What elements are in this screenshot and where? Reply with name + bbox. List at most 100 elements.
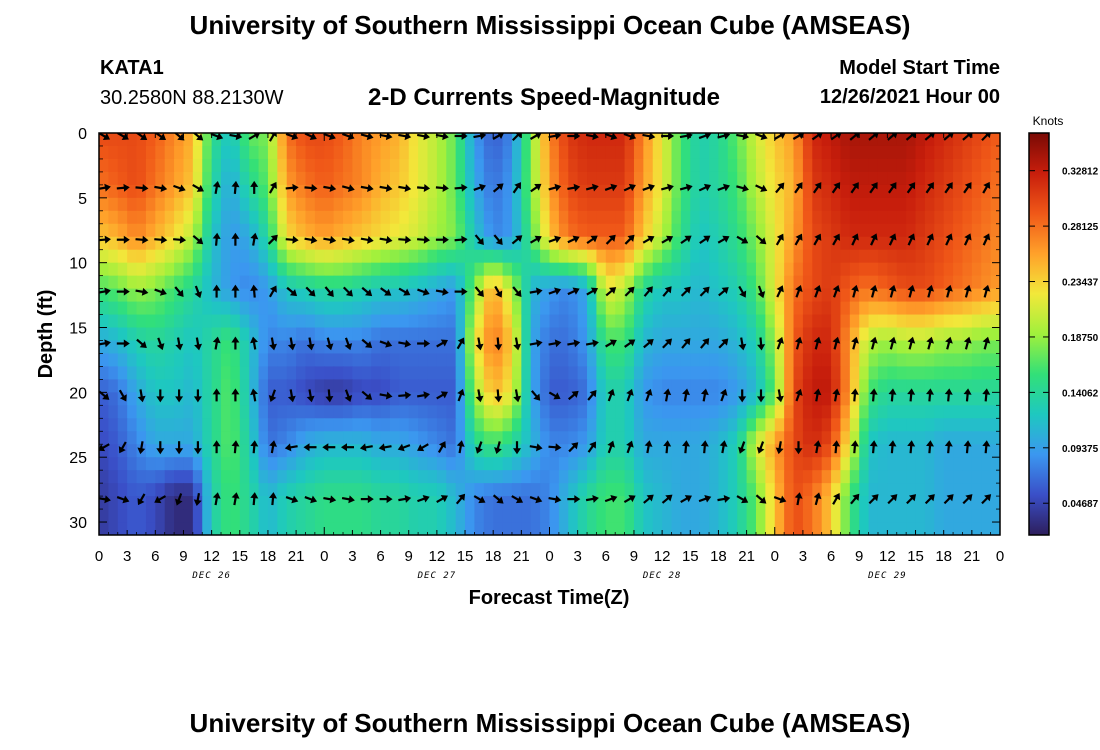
heatmap-cell bbox=[258, 444, 269, 458]
heatmap-cell bbox=[493, 275, 504, 290]
heatmap-cell bbox=[709, 145, 720, 160]
heatmap-cell bbox=[305, 522, 316, 535]
heatmap-cell bbox=[136, 379, 147, 393]
heatmap-cell bbox=[577, 184, 588, 199]
heatmap-cell bbox=[305, 158, 316, 173]
heatmap-cell bbox=[953, 133, 964, 147]
heatmap-cell bbox=[296, 249, 307, 264]
heatmap-cell bbox=[549, 418, 560, 432]
current-vector-arrow bbox=[268, 389, 277, 402]
heatmap-cell bbox=[624, 275, 635, 290]
current-vector-arrow bbox=[154, 235, 168, 244]
heatmap-cell bbox=[277, 133, 288, 147]
current-vector-arrow bbox=[285, 183, 299, 192]
heatmap-cell bbox=[896, 145, 907, 160]
heatmap-cell bbox=[211, 353, 222, 368]
current-vector-arrow bbox=[776, 336, 784, 350]
heatmap-cell bbox=[699, 184, 710, 199]
heatmap-cell bbox=[784, 249, 795, 264]
heatmap-cell bbox=[615, 314, 626, 329]
heatmap-cell bbox=[605, 340, 616, 355]
heatmap-cell bbox=[540, 353, 551, 368]
current-vector-arrow bbox=[775, 441, 784, 455]
heatmap-cell bbox=[371, 314, 382, 329]
current-vector-arrow bbox=[642, 235, 655, 244]
current-vector-arrow bbox=[718, 287, 729, 297]
heatmap-cell bbox=[868, 418, 879, 432]
current-vector-arrow bbox=[644, 440, 653, 454]
heatmap-cell bbox=[709, 158, 720, 173]
heatmap-cell bbox=[352, 184, 363, 199]
heatmap-cell bbox=[521, 197, 532, 212]
heatmap-cell bbox=[765, 145, 776, 160]
heatmap-cell bbox=[643, 288, 654, 303]
heatmap-cell bbox=[333, 145, 344, 160]
heatmap-cell bbox=[896, 314, 907, 329]
heatmap-cell bbox=[765, 314, 776, 329]
heatmap-cell bbox=[267, 275, 278, 290]
heatmap-cell bbox=[521, 314, 532, 329]
current-vector-arrow bbox=[832, 493, 841, 505]
heatmap-cell bbox=[202, 418, 213, 432]
heatmap-cell bbox=[727, 249, 738, 264]
heatmap-cell bbox=[981, 418, 992, 432]
current-vector-arrow bbox=[850, 493, 860, 505]
heatmap-cell bbox=[296, 236, 307, 251]
heatmap-cell bbox=[915, 483, 926, 497]
y-tick-label: 5 bbox=[78, 191, 87, 208]
current-vector-arrow bbox=[869, 388, 878, 402]
heatmap-cell bbox=[793, 197, 804, 212]
heatmap-cell bbox=[343, 470, 354, 484]
heatmap-cell bbox=[530, 249, 541, 264]
heatmap-cell bbox=[737, 184, 748, 199]
heatmap-cell bbox=[455, 223, 466, 238]
heatmap-cell bbox=[821, 418, 832, 432]
heatmap-cell bbox=[793, 418, 804, 432]
current-vector-arrow bbox=[700, 388, 709, 402]
heatmap-cell bbox=[915, 405, 926, 419]
heatmap-cell bbox=[474, 197, 485, 212]
heatmap-cell bbox=[361, 158, 372, 173]
heatmap-cell bbox=[239, 133, 250, 147]
heatmap-cell bbox=[924, 223, 935, 238]
heatmap-cell bbox=[343, 327, 354, 342]
heatmap-cell bbox=[127, 431, 138, 445]
heatmap-cell bbox=[727, 379, 738, 393]
current-vector-arrow bbox=[193, 441, 202, 455]
current-vector-arrow bbox=[795, 388, 803, 402]
heatmap-cell bbox=[671, 288, 682, 303]
heatmap-cell bbox=[568, 249, 579, 264]
heatmap-cell bbox=[615, 262, 626, 277]
heatmap-cell bbox=[277, 145, 288, 160]
heatmap-cell bbox=[934, 431, 945, 445]
heatmap-cell bbox=[446, 223, 457, 238]
x-tick-label: 21 bbox=[513, 548, 530, 565]
heatmap-cell bbox=[662, 379, 673, 393]
heatmap-cell bbox=[418, 405, 429, 419]
heatmap-cell bbox=[971, 483, 982, 497]
heatmap-cell bbox=[502, 171, 513, 186]
heatmap-cell bbox=[643, 418, 654, 432]
heatmap-cell bbox=[558, 184, 569, 199]
heatmap-cell bbox=[558, 145, 569, 160]
heatmap-cell bbox=[267, 236, 278, 251]
heatmap-cell bbox=[633, 133, 644, 147]
heatmap-cell bbox=[633, 405, 644, 419]
heatmap-cell bbox=[709, 133, 720, 147]
heatmap-cell bbox=[558, 509, 569, 523]
heatmap-cell bbox=[868, 483, 879, 497]
x-tick-label: 9 bbox=[855, 548, 863, 565]
heatmap-cell bbox=[784, 470, 795, 484]
heatmap-cell bbox=[455, 184, 466, 199]
heatmap-cell bbox=[633, 184, 644, 199]
heatmap-cell bbox=[324, 314, 335, 329]
heatmap-cell bbox=[587, 509, 598, 523]
heatmap-cell bbox=[690, 470, 701, 484]
heatmap-cell bbox=[662, 366, 673, 380]
current-vector-arrow bbox=[475, 441, 483, 454]
current-vector-arrow bbox=[623, 495, 636, 504]
heatmap-cell bbox=[192, 223, 203, 238]
heatmap-cell bbox=[249, 509, 260, 523]
heatmap-cell bbox=[624, 197, 635, 212]
heatmap-cell bbox=[596, 236, 607, 251]
